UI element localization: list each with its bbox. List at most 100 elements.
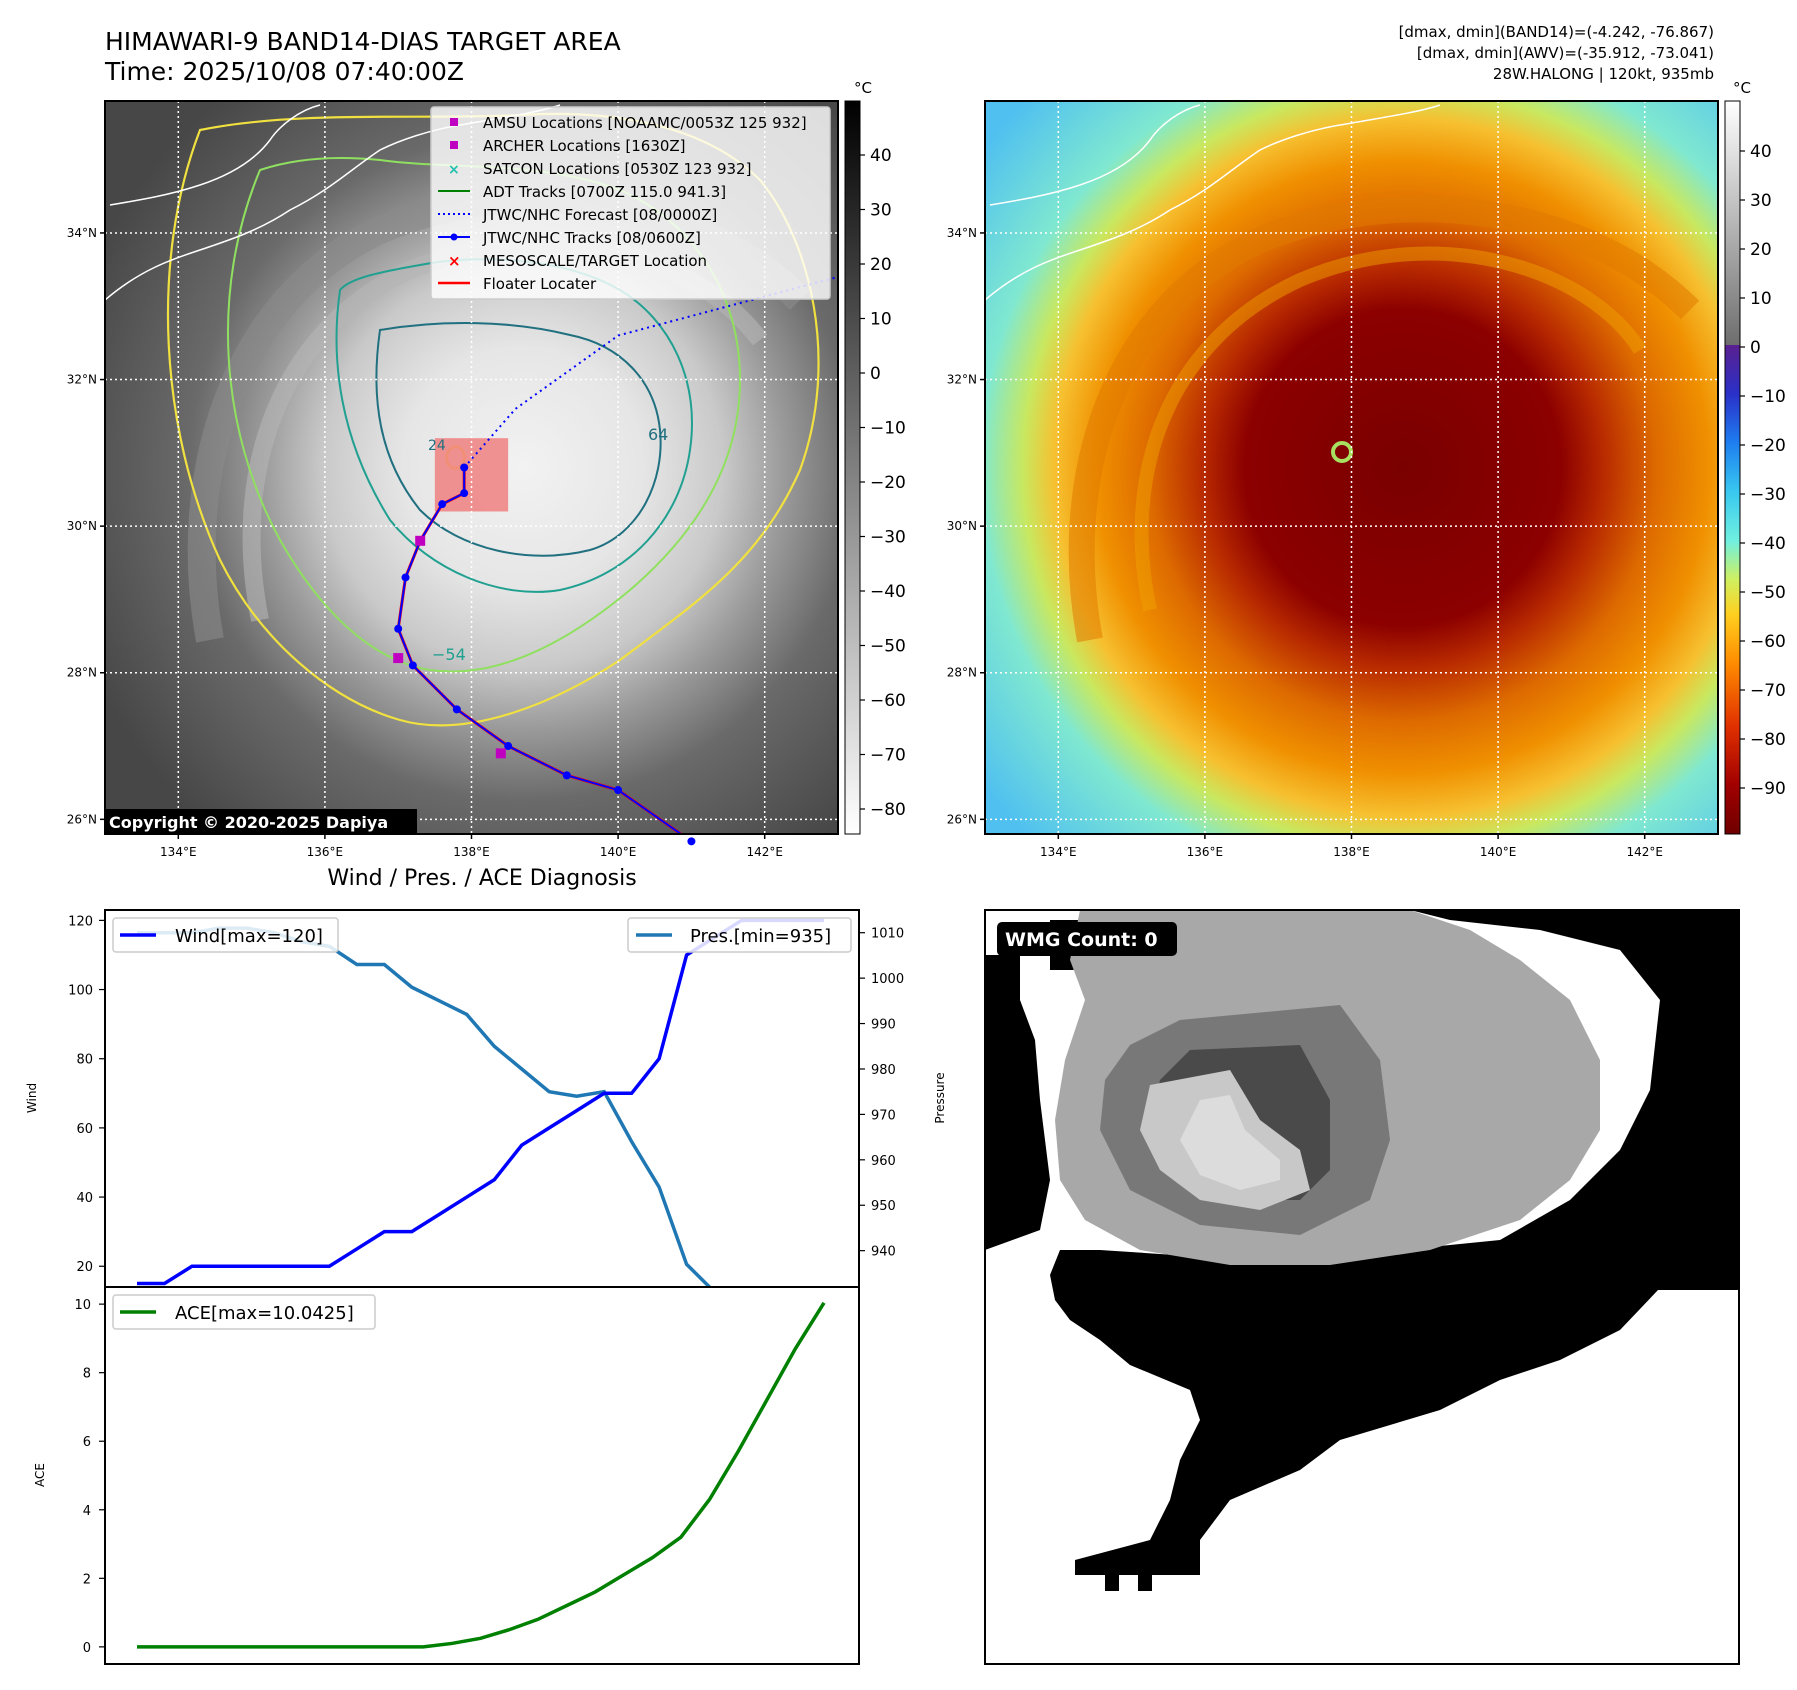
ir-lon-label-4: 142°E (746, 845, 783, 859)
amsu-point-0 (393, 653, 404, 664)
target-box (434, 438, 509, 512)
info-storm: 28W.HALONG | 120kt, 935mb (1492, 65, 1714, 83)
awv-lat-label-1: 28°N (947, 666, 977, 680)
awv-colorbar-cold (1725, 345, 1740, 834)
pres-legend-text: Pres.[min=935] (690, 926, 831, 947)
coastline-north (109, 104, 321, 206)
legend-item-archer: ARCHER Locations [1630Z] (483, 137, 686, 155)
ir-cb-label-9: −50 (870, 637, 906, 657)
ace-axis-ticks: 0 2 4 6 8 10 (74, 1298, 105, 1656)
jtwc-track-point-4 (452, 705, 461, 714)
ir-lon-label-0: 134°E (160, 845, 197, 859)
pres-tick-label-6: 1000 (871, 972, 904, 987)
ir-map-panel: 64 −54 24 134°E 136°E 138°E 140°E 142°E 26°N 2… (67, 79, 906, 859)
ace-axis-label: ACE (33, 1463, 47, 1487)
awv-colorbar-unit: °C (1733, 79, 1751, 97)
wind-series-line (137, 918, 824, 1286)
wind-legend-text: Wind[max=120] (175, 926, 323, 947)
amsu-point-2 (415, 535, 426, 546)
awv-lat-label-3: 32°N (947, 373, 977, 387)
legend-item-mesoscale: MESOSCALE/TARGET Location (483, 252, 707, 270)
ir-lat-label-2: 30°N (67, 519, 97, 533)
awv-cb-label-3: 10 (1750, 289, 1772, 309)
ir-cb-label-3: 10 (870, 310, 892, 330)
jtwc-track-point-0 (687, 837, 696, 846)
wmg-frame (984, 909, 1740, 1665)
contour-label-24: 24 (428, 438, 446, 454)
figure-title: HIMAWARI-9 BAND14-DIAS TARGET AREA (105, 27, 621, 56)
awv-coastline-north (989, 104, 1201, 206)
jtwc-track-point-1 (614, 786, 623, 795)
awv-cb-label-12: −80 (1750, 730, 1786, 750)
wind-tick-label-5: 120 (68, 914, 93, 929)
contour-darkteal (375, 322, 662, 557)
legend-item-floater: Floater Locater (483, 275, 597, 293)
awv-cb-label-2: 20 (1750, 240, 1772, 260)
ace-panel: 0 2 4 6 8 10 ACE ACE[max=10.0425] (33, 1286, 860, 1665)
pres-tick-label-1: 950 (871, 1199, 896, 1214)
amsu-points (393, 535, 506, 759)
legend-marker-mesoscale: × (448, 252, 461, 270)
ace-tick-label-2: 4 (83, 1504, 91, 1519)
awv-cb-label-6: −20 (1750, 436, 1786, 456)
pres-tick-label-2: 960 (871, 1154, 896, 1169)
wmg-count-text: WMG Count: 0 (1005, 929, 1158, 951)
wmg-panel: WMG Count: 0 (984, 909, 1740, 1665)
awv-cb-label-11: −70 (1750, 681, 1786, 701)
legend-marker-satcon: × (448, 162, 460, 178)
awv-map-panel: 134°E 136°E 138°E 140°E 142°E 26°N 28°N 30°N 32°… (947, 79, 1786, 859)
awv-colorbar-warm (1725, 101, 1740, 345)
awv-map-ticks: 134°E 136°E 138°E 140°E 142°E 26°N 28°N 30°N 32°… (947, 226, 1663, 859)
awv-cb-label-1: 30 (1750, 191, 1772, 211)
wind-tick-label-0: 20 (76, 1260, 93, 1275)
ace-tick-label-1: 2 (83, 1572, 91, 1587)
awv-cb-label-13: −90 (1750, 779, 1786, 799)
ace-legend-text: ACE[max=10.0425] (175, 1303, 354, 1324)
ir-cb-label-4: 0 (870, 364, 881, 384)
legend-item-adt: ADT Tracks [0700Z 115.0 941.3] (483, 183, 726, 201)
info-awv: [dmax, dmin](AWV)=(-35.912, -73.041) (1416, 44, 1714, 62)
jtwc-track-point-2 (562, 771, 571, 780)
wind-tick-label-4: 100 (68, 984, 93, 999)
jtwc-track-point-7 (401, 573, 410, 582)
figure-time: Time: 2025/10/08 07:40:00Z (105, 57, 464, 86)
wind-legend-box (112, 917, 339, 953)
jtwc-track-point-3 (504, 742, 513, 751)
pres-legend: Pres.[min=935] (627, 917, 852, 953)
ir-lat-label-0: 26°N (67, 812, 97, 826)
wind-tick-label-3: 80 (76, 1053, 93, 1068)
copyright-box (105, 809, 417, 834)
ir-cb-label-6: −20 (870, 473, 906, 493)
legend-marker-jtwc-dot (450, 233, 458, 241)
wmg-mask-gray (1055, 910, 1600, 1265)
pressure-axis-label: Pressure (933, 1072, 947, 1123)
ir-cb-label-10: −60 (870, 691, 906, 711)
pres-tick-label-7: 1010 (871, 927, 904, 942)
ir-lon-label-3: 140°E (600, 845, 637, 859)
pressure-series-line (137, 926, 712, 1287)
awv-colorbar-ticks: 40 30 20 10 0 −10 −20 −30 −40 −50 −60 −70 −80 −90 (1740, 142, 1786, 799)
legend-item-jtwc: JTWC/NHC Tracks [08/0600Z] (482, 229, 701, 247)
ir-cb-label-12: −80 (870, 800, 906, 820)
legend-item-amsu: AMSU Locations [NOAAMC/0053Z 125 932] (483, 114, 807, 132)
ir-lon-label-2: 138°E (453, 845, 490, 859)
awv-lat-label-0: 26°N (947, 812, 977, 826)
awv-colorbar-frame (1724, 100, 1741, 835)
ace-tick-label-0: 0 (83, 1641, 91, 1656)
ir-colorbar-ticks: 40 30 20 10 0 −10 −20 −30 −40 −50 −60 −70 −80 (860, 146, 906, 820)
awv-lat-label-4: 34°N (947, 226, 977, 240)
ace-tick-label-3: 6 (83, 1435, 91, 1450)
ir-lat-label-3: 32°N (67, 373, 97, 387)
ir-map-legend: × × AMSU Locations [NOAAMC/0053Z 125 932… (430, 106, 831, 300)
ir-cb-label-0: 40 (870, 146, 892, 166)
ir-cb-label-5: −10 (870, 419, 906, 439)
ace-legend-box (112, 1294, 376, 1330)
copyright-text: Copyright © 2020-2025 Dapiya (109, 813, 388, 832)
pres-tick-label-4: 980 (871, 1063, 896, 1078)
ace-tick-label-4: 8 (83, 1367, 91, 1382)
ir-map-ticks: 134°E 136°E 138°E 140°E 142°E 26°N 28°N 30°N 32°… (67, 226, 783, 859)
awv-coastline (985, 104, 1441, 301)
awv-cb-label-8: −40 (1750, 534, 1786, 554)
jtwc-track-line (397, 467, 683, 834)
awv-lat-label-2: 30°N (947, 519, 977, 533)
